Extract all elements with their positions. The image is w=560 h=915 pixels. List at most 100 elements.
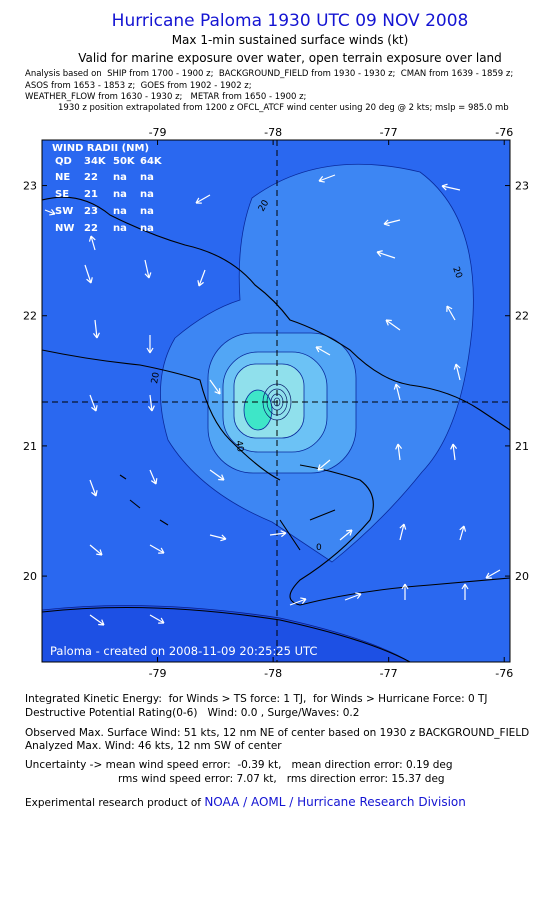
y-tick-label: 21 [23, 440, 37, 453]
contour-label: 0 [316, 543, 322, 553]
x-tick-label: -76 [495, 126, 513, 139]
wind-arrow [395, 443, 403, 461]
wind-radii-cell: na [113, 223, 127, 234]
wind-radii-cell: 22 [84, 172, 98, 183]
x-tick-label: -77 [380, 667, 398, 680]
wind-radii-cell: na [140, 206, 154, 217]
wind-arrow [441, 183, 461, 191]
wind-radii-cell: SE [55, 189, 69, 200]
wind-arrow [315, 346, 331, 356]
y-tick-label: 23 [515, 180, 529, 193]
footer-line: Uncertainty -> mean wind speed error: -0… [25, 759, 453, 771]
contour-label: 40 [233, 440, 245, 453]
footer-line: Destructive Potential Rating(0-6) Wind: … [25, 707, 359, 719]
wind-arrow [88, 235, 96, 251]
wind-arrow [459, 525, 467, 541]
x-tick-label: -78 [264, 667, 282, 680]
product-link[interactable]: NOAA / AOML / Hurricane Research Divisio… [204, 795, 466, 809]
analysis-line: Analysis based on SHIP from 1700 - 1900 … [25, 69, 513, 79]
analysis-line: 1930 z position extrapolated from 1200 z… [58, 103, 509, 113]
wind-arrow [89, 394, 98, 412]
analysis-line: ASOS from 1653 - 1853 z; GOES from 1902 … [25, 81, 252, 91]
wind-arrow [269, 530, 287, 538]
footer-line: Analyzed Max. Wind: 46 kts, 12 nm SW of … [25, 740, 282, 752]
coastline [42, 196, 510, 662]
valid-note: Valid for marine exposure over water, op… [78, 51, 502, 65]
wind-radii-header: 34K [84, 156, 107, 167]
wind-arrow [401, 583, 409, 600]
wind-radii-cell: NW [55, 223, 74, 234]
y-tick-label: 22 [515, 310, 529, 323]
wind-arrow [147, 394, 155, 412]
wind-arrow [450, 443, 458, 461]
wind-radii-header: 64K [140, 156, 163, 167]
wind-arrow [289, 597, 307, 606]
wind-radii-title: WIND RADII (NM) [52, 143, 149, 154]
x-tick-label: -78 [264, 126, 282, 139]
x-tick-label: -77 [380, 126, 398, 139]
footer-line: Observed Max. Surface Wind: 51 kts, 12 n… [25, 727, 529, 739]
wind-arrow [461, 583, 469, 600]
wind-arrow [446, 305, 456, 321]
product-text: Experimental research product of NOAA / … [25, 795, 466, 809]
wind-arrow [344, 592, 362, 601]
wind-arrow [89, 544, 103, 556]
wind-arrow [89, 614, 105, 626]
wind-arrow [453, 363, 461, 381]
contour-label: 20 [150, 371, 162, 384]
wind-radii-cell: na [113, 172, 127, 183]
wind-radii-header: QD [55, 156, 72, 167]
map-frame [41, 139, 511, 663]
wind-radii-header: 50K [113, 156, 136, 167]
wind-arrow [197, 269, 206, 287]
wind-arrow [318, 174, 336, 183]
wind-arrow [209, 379, 221, 395]
wind-radii-cell: NE [55, 172, 70, 183]
map: 20 20 20 40 0 WIND RADII (NM) QD 34K 50K 64… [42, 140, 510, 662]
y-tick-label: 20 [515, 570, 529, 583]
footer-line: Integrated Kinetic Energy: for Winds > T… [25, 693, 487, 705]
contour [42, 605, 411, 662]
wind-radii-cell: 21 [84, 189, 98, 200]
wind-arrow [385, 319, 401, 331]
wind-arrow [393, 383, 401, 401]
wind-radii-cell: SW [55, 206, 73, 217]
wind-radii-cell: na [140, 223, 154, 234]
wind-arrow [89, 479, 98, 497]
subtitle: Max 1-min sustained surface winds (kt) [172, 33, 409, 47]
analysis-line: WEATHER_FLOW from 1630 - 1930 z; METAR f… [25, 92, 306, 102]
footer-line: rms wind speed error: 7.07 kt, rms direc… [118, 773, 445, 785]
product-prefix: Experimental research product of [25, 797, 201, 809]
y-tick-label: 22 [23, 310, 37, 323]
wind-arrow [209, 534, 227, 542]
contour-label: 20 [450, 266, 463, 280]
x-tick-label: -76 [495, 667, 513, 680]
wind-arrow [144, 259, 152, 279]
wind-arrow [399, 523, 407, 541]
x-tick-label: -79 [149, 667, 167, 680]
wind-arrow [44, 208, 56, 216]
title: Hurricane Paloma 1930 UTC 09 NOV 2008 [112, 11, 469, 31]
wind-arrow [149, 469, 158, 485]
y-tick-label: 20 [23, 570, 37, 583]
wind-radii-cell: na [113, 189, 127, 200]
wind-arrow [149, 544, 165, 554]
wind-radii-cell: 23 [84, 206, 98, 217]
wind-radii-cell: na [140, 172, 154, 183]
contour [243, 389, 273, 431]
wind-radii-cell: 22 [84, 223, 98, 234]
y-tick-label: 21 [515, 440, 529, 453]
wind-arrow [84, 264, 93, 284]
x-tick-label: -79 [149, 126, 167, 139]
wind-arrow [317, 459, 331, 471]
wind-arrow [146, 335, 154, 354]
wind-arrow [485, 569, 501, 579]
wind-arrow [209, 469, 225, 481]
credit: Paloma - created on 2008-11-09 20:25:25 … [50, 644, 317, 658]
wind-arrow [92, 319, 100, 339]
wind-arrow [195, 194, 211, 204]
wind-radii-cell: na [113, 206, 127, 217]
wind-arrow [383, 219, 401, 227]
wind-arrow [149, 614, 165, 624]
